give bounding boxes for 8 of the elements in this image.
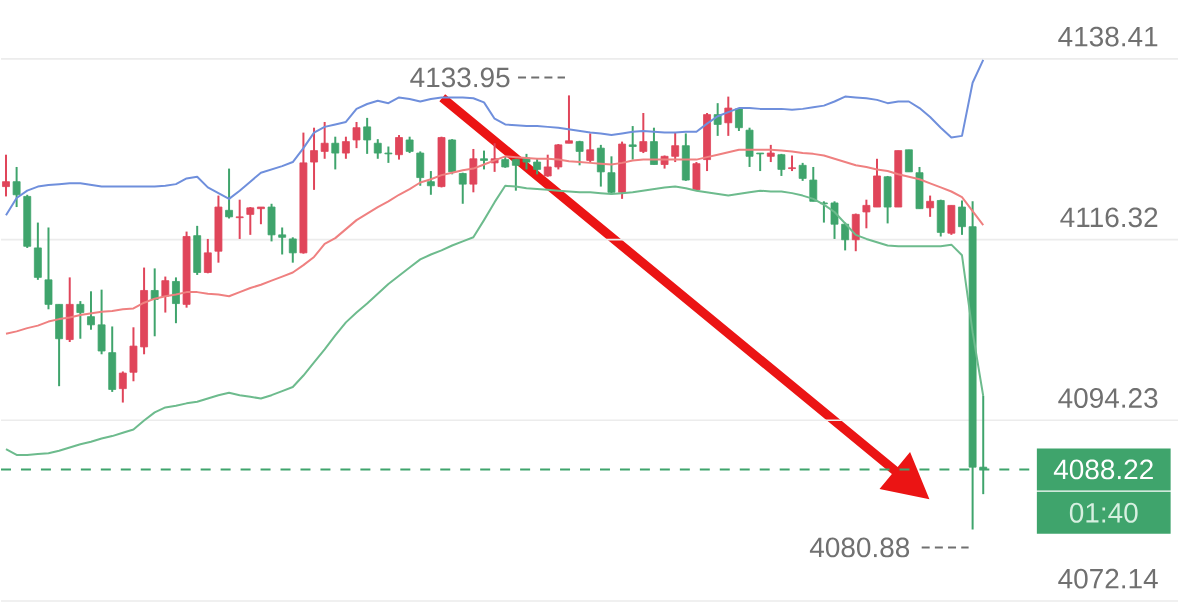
text: 01:40: [1069, 502, 1138, 523]
y-tick-label: 4072.14: [1058, 568, 1158, 589]
y-tick-label: 4138.41: [1058, 26, 1158, 47]
annotation: 4133.95: [410, 67, 510, 88]
ref-line-label: 4088.22: [1053, 459, 1153, 480]
y-tick-label: 4094.23: [1058, 388, 1158, 408]
y-tick-label: 4116.32: [1060, 207, 1158, 228]
annotation: 4080.88: [809, 537, 910, 558]
